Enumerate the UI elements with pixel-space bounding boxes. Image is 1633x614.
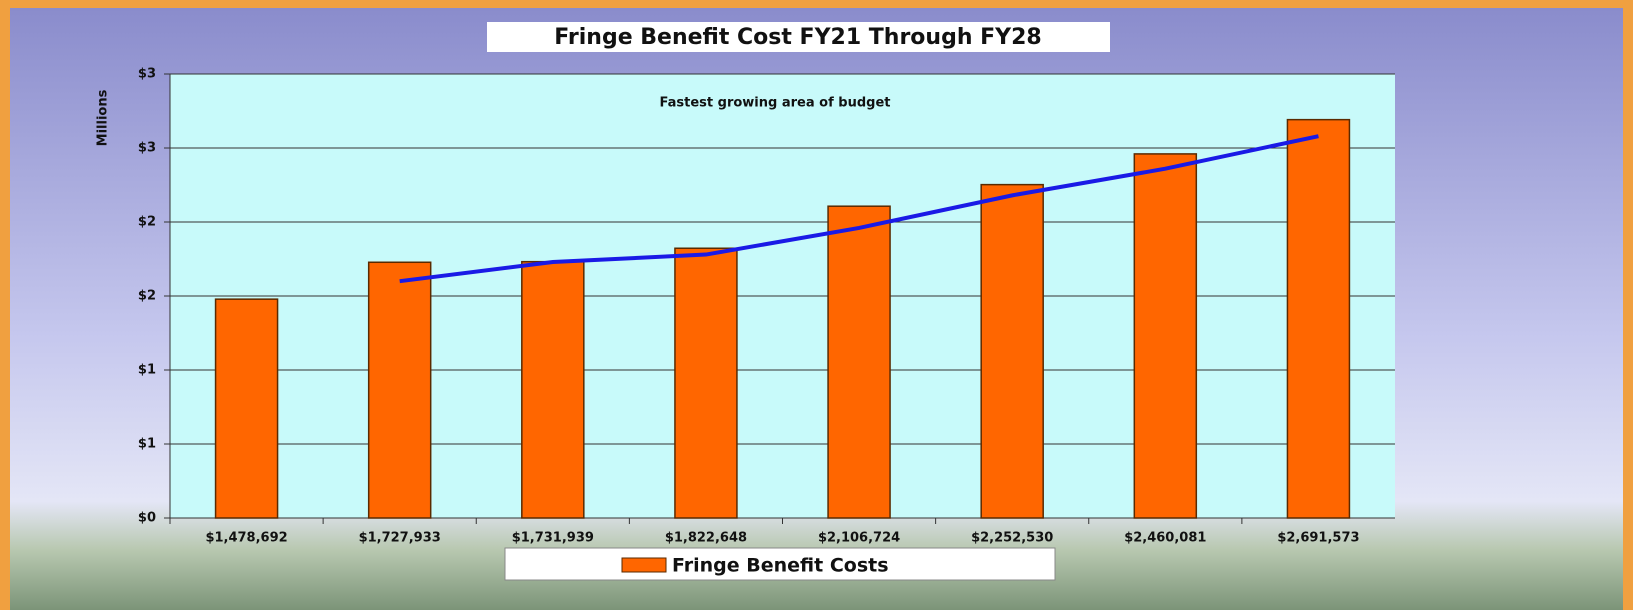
legend-box [504,547,1056,581]
y-tick-label: $0 [138,511,156,526]
bar [521,260,585,519]
x-tick-label: $1,822,648 [665,531,747,546]
bar [214,298,279,519]
y-tick-label: $3 [138,67,156,82]
x-tick-label: $2,252,530 [971,531,1053,546]
y-axis-label: Millions [96,89,111,146]
y-tick-label: $3 [138,141,156,156]
y-tick-label: $1 [138,437,156,452]
chart-title: Fringe Benefit Cost FY21 Through FY28 [554,25,1041,50]
x-tick-label: $2,691,573 [1277,531,1359,546]
x-tick-label: $1,727,933 [359,531,441,546]
legend-label: Fringe Benefit Costs [672,555,889,577]
y-tick-label: $2 [138,289,156,304]
y-tick-label: $2 [138,215,156,230]
bar [1286,118,1351,519]
trend-line [399,134,1319,284]
bar [367,261,432,519]
annotation: Fastest growing area of budget [660,96,891,111]
x-tick-label: $2,460,081 [1124,531,1206,546]
title-box [487,22,1110,52]
bar [674,247,738,519]
bar [980,183,1044,519]
legend-swatch [621,557,667,573]
x-tick-label: $1,731,939 [512,531,594,546]
y-tick-label: $1 [138,363,156,378]
x-tick-label: $1,478,692 [205,531,287,546]
bar [827,205,891,519]
x-tick-label: $2,106,724 [818,531,900,546]
bar [1133,153,1198,519]
